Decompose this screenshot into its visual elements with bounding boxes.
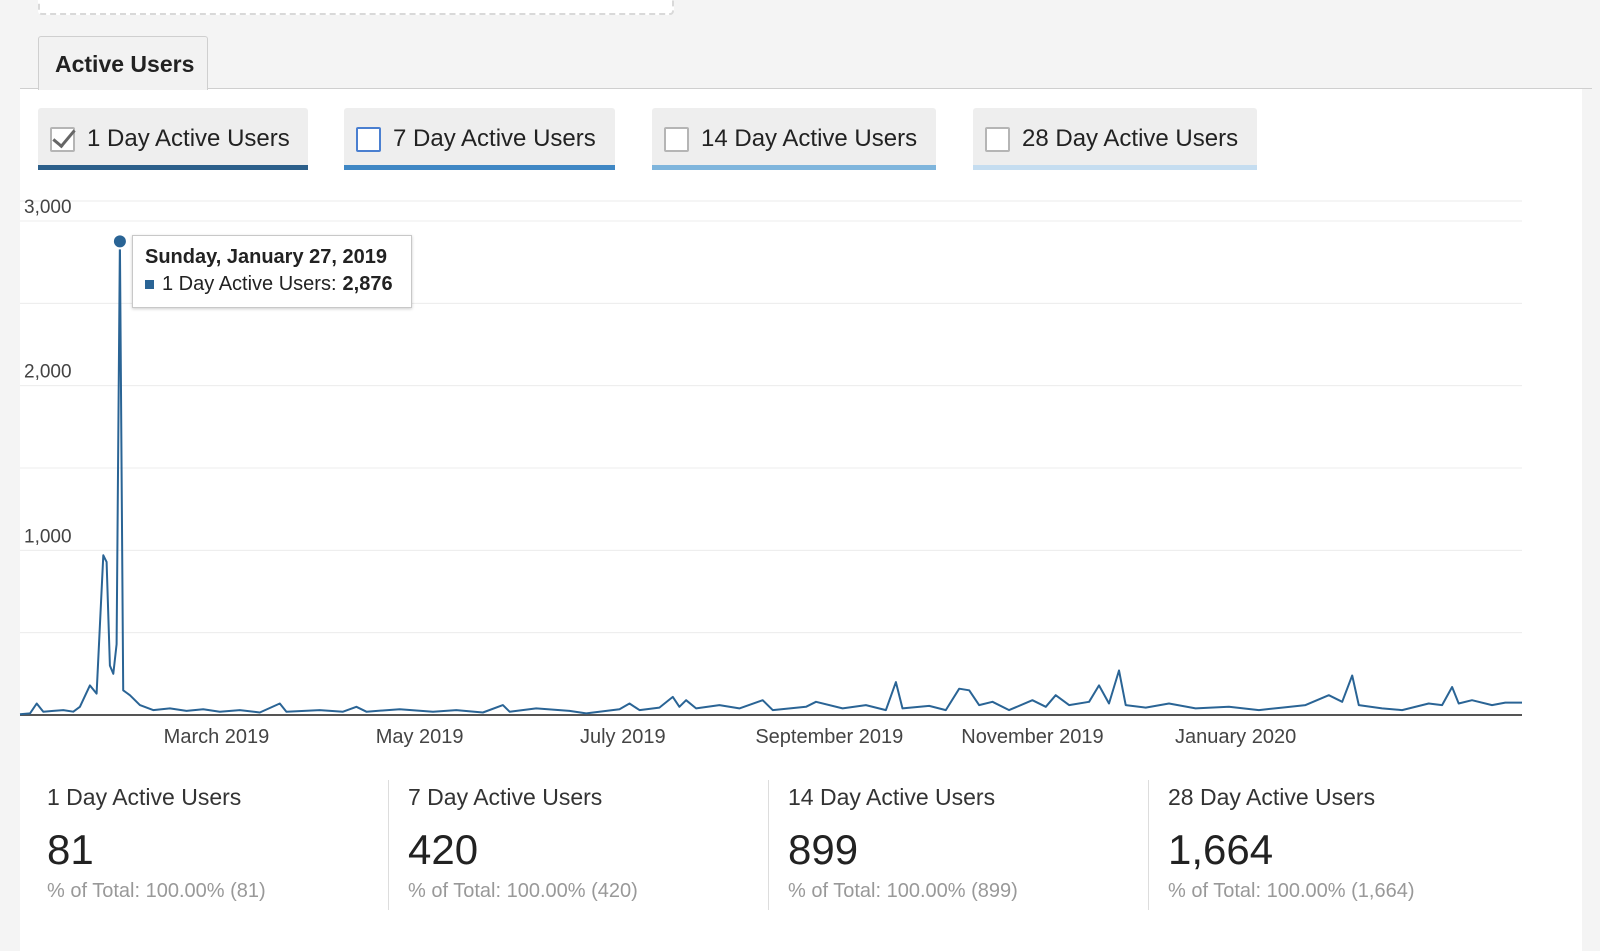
summary-divider bbox=[388, 780, 389, 910]
metric-tab-label: 7 Day Active Users bbox=[393, 125, 596, 152]
tooltip-value: 2,876 bbox=[342, 273, 393, 295]
y-tick-label: 3,000 bbox=[24, 197, 72, 218]
summary-value: 81 bbox=[47, 826, 94, 873]
checkbox-icon[interactable] bbox=[664, 126, 689, 152]
x-tick-label: March 2019 bbox=[164, 726, 270, 748]
summary-value: 1,664 bbox=[1168, 826, 1274, 873]
top-dashed-box bbox=[38, 0, 674, 15]
metric-tab-color-bar bbox=[38, 165, 308, 170]
chart-panel bbox=[20, 88, 1582, 951]
x-tick-label: January 2020 bbox=[1175, 726, 1296, 748]
x-tick-label: September 2019 bbox=[755, 726, 903, 748]
checkbox-checked-icon[interactable] bbox=[50, 126, 75, 152]
summary-label: 14 Day Active Users bbox=[788, 784, 996, 810]
x-tick-label: July 2019 bbox=[580, 726, 666, 748]
x-tick-label: May 2019 bbox=[376, 726, 464, 748]
series-color-swatch bbox=[145, 280, 154, 289]
chart-tooltip: Sunday, January 27, 2019 1 Day Active Us… bbox=[132, 235, 412, 308]
checkbox-icon[interactable] bbox=[356, 126, 381, 152]
tab-divider bbox=[20, 88, 38, 89]
y-tick-label: 1,000 bbox=[24, 526, 72, 547]
metric-tab-14-day[interactable]: 14 Day Active Users bbox=[652, 108, 936, 170]
checkbox-icon[interactable] bbox=[985, 126, 1010, 152]
summary-14-day: 14 Day Active Users 899 % of Total: 100.… bbox=[768, 780, 1168, 910]
summary-label: 1 Day Active Users bbox=[47, 784, 242, 810]
metric-tab-color-bar bbox=[344, 165, 615, 170]
metric-tab-label: 14 Day Active Users bbox=[701, 125, 918, 152]
summary-percent: % of Total: 100.00% (81) bbox=[47, 880, 266, 902]
x-tick-label: November 2019 bbox=[961, 726, 1103, 748]
summary-percent: % of Total: 100.00% (899) bbox=[788, 880, 1018, 902]
summary-value: 899 bbox=[788, 826, 859, 873]
tooltip-date: Sunday, January 27, 2019 bbox=[145, 246, 387, 268]
metric-tab-color-bar bbox=[973, 165, 1257, 170]
series-line bbox=[19, 240, 1522, 716]
tab-divider bbox=[207, 88, 1592, 89]
y-tick-label: 2,000 bbox=[24, 362, 72, 383]
summary-label: 7 Day Active Users bbox=[408, 784, 603, 810]
metric-tab-7-day[interactable]: 7 Day Active Users bbox=[344, 108, 615, 170]
metric-tab-label: 1 Day Active Users bbox=[87, 125, 290, 152]
metric-tab-1-day[interactable]: 1 Day Active Users bbox=[38, 108, 308, 170]
summary-divider bbox=[768, 780, 769, 910]
summary-label: 28 Day Active Users bbox=[1168, 784, 1376, 810]
highlight-point bbox=[111, 233, 128, 250]
summary-percent: % of Total: 100.00% (1,664) bbox=[1168, 880, 1415, 902]
summary-7-day: 7 Day Active Users 420 % of Total: 100.0… bbox=[388, 780, 788, 910]
summary-divider bbox=[1148, 780, 1149, 910]
summary-28-day: 28 Day Active Users 1,664 % of Total: 10… bbox=[1148, 780, 1548, 910]
metric-tab-28-day[interactable]: 28 Day Active Users bbox=[973, 108, 1257, 170]
metric-tab-label: 28 Day Active Users bbox=[1022, 125, 1239, 152]
tooltip-series: 1 Day Active Users: bbox=[162, 273, 337, 295]
line-chart[interactable]: 1,000 2,000 3,000 March 2019 May 2019 July 20… bbox=[0, 195, 1600, 755]
summary-value: 420 bbox=[408, 826, 479, 873]
summary-percent: % of Total: 100.00% (420) bbox=[408, 880, 638, 902]
tab-active-users[interactable]: Active Users bbox=[38, 36, 208, 90]
metric-tab-color-bar bbox=[652, 165, 936, 170]
summary-1-day: 1 Day Active Users 81 % of Total: 100.00… bbox=[47, 780, 427, 910]
